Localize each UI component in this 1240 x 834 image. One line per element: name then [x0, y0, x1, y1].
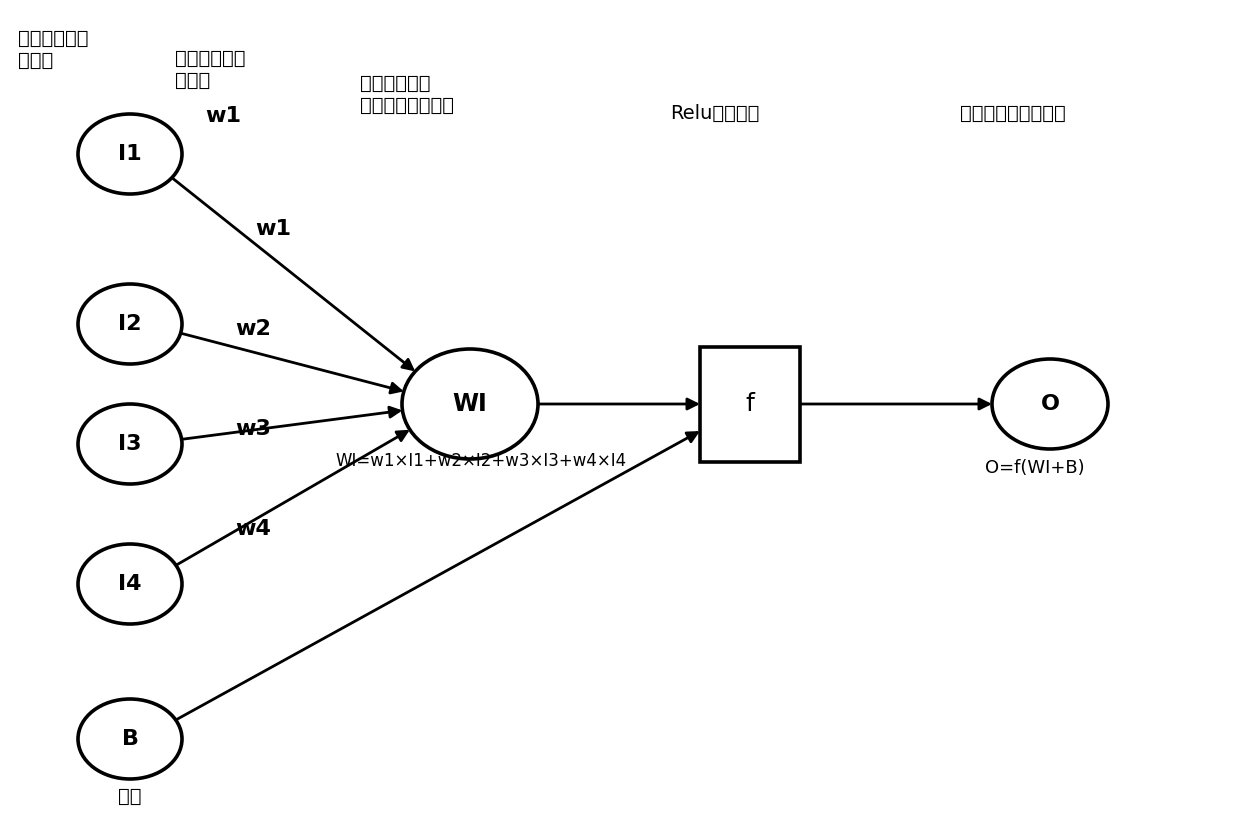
Ellipse shape	[78, 544, 182, 624]
Text: 偏置: 偏置	[118, 787, 141, 806]
Text: WI: WI	[453, 392, 487, 416]
Text: w1: w1	[255, 219, 291, 239]
Text: I2: I2	[118, 314, 141, 334]
Ellipse shape	[78, 699, 182, 779]
Text: O=f(WI+B): O=f(WI+B)	[985, 459, 1085, 477]
Text: 深度神经网络
的权重: 深度神经网络 的权重	[175, 49, 246, 90]
Text: I3: I3	[118, 434, 141, 454]
Text: w4: w4	[236, 519, 270, 539]
Text: 深度神经网络
的输入: 深度神经网络 的输入	[19, 29, 88, 70]
Text: 深度神经网络
的输入权重乘积和: 深度神经网络 的输入权重乘积和	[360, 74, 454, 115]
Text: w2: w2	[236, 319, 270, 339]
Text: B: B	[122, 729, 139, 749]
Text: I4: I4	[118, 574, 141, 594]
Text: 深度神经网络的输出: 深度神经网络的输出	[960, 104, 1065, 123]
Text: O: O	[1040, 394, 1059, 414]
Text: WI=w1×I1+w2×I2+w3×I3+w4×I4: WI=w1×I1+w2×I2+w3×I3+w4×I4	[335, 452, 626, 470]
Ellipse shape	[992, 359, 1109, 449]
Text: w1: w1	[205, 106, 241, 126]
Ellipse shape	[78, 114, 182, 194]
Text: I1: I1	[118, 144, 141, 164]
Ellipse shape	[402, 349, 538, 459]
Text: f: f	[745, 392, 754, 416]
Text: w3: w3	[236, 419, 270, 439]
Ellipse shape	[78, 404, 182, 484]
Bar	[701, 346, 800, 461]
Text: Relu激活函数: Relu激活函数	[670, 104, 759, 123]
Ellipse shape	[78, 284, 182, 364]
